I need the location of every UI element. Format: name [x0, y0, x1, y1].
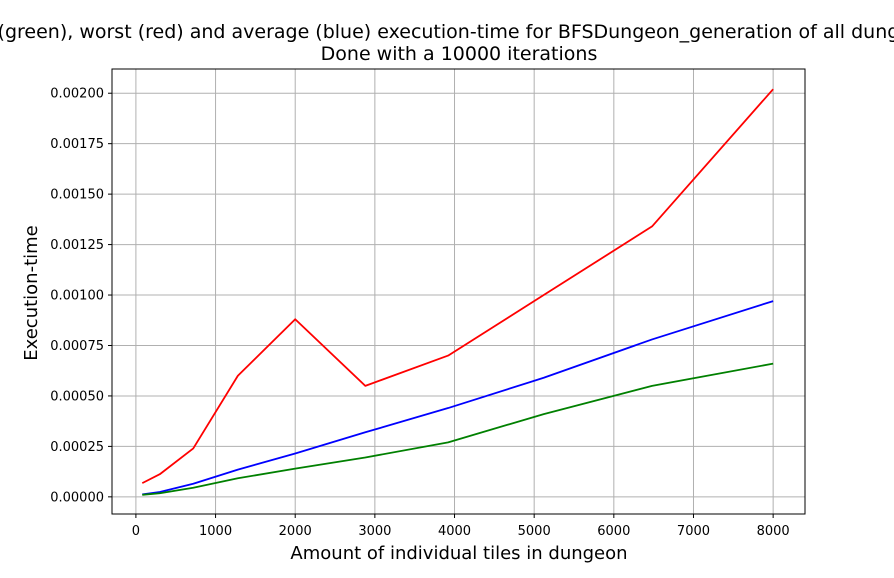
- y-tick-label: 0.00050: [50, 389, 104, 404]
- y-tick-label: 0.00100: [50, 289, 104, 304]
- y-tick-label: 0.00150: [50, 188, 104, 203]
- average-series-line: [142, 300, 774, 496]
- x-tick-label: 3000: [358, 524, 391, 539]
- x-tick-label: 0: [132, 524, 140, 539]
- x-tick-label: 6000: [597, 524, 630, 539]
- x-tick-label: 2000: [279, 524, 312, 539]
- x-tick-label: 1000: [199, 524, 232, 539]
- y-axis: 0.00000 0.00025 0.00050 0.00075 0.00100 0.001…: [50, 87, 112, 505]
- y-tick-label: 0.00025: [50, 440, 104, 455]
- x-axis: 0 1000 2000 3000 4000 5000 6000 7000 8000: [132, 514, 790, 539]
- x-tick-label: 5000: [518, 524, 551, 539]
- x-tick-label: 4000: [438, 524, 471, 539]
- chart-subtitle: Done with a 10000 iterations: [321, 43, 598, 65]
- grid: [112, 69, 805, 514]
- y-tick-label: 0.00200: [50, 87, 104, 102]
- y-tick-label: 0.00000: [50, 490, 104, 505]
- x-tick-label: 8000: [757, 524, 790, 539]
- series-lines: [141, 88, 774, 496]
- x-axis-label: Amount of individual tiles in dungeon: [290, 543, 627, 564]
- y-tick-label: 0.00075: [50, 339, 104, 354]
- plot-frame: [111, 68, 806, 515]
- y-tick-label: 0.00175: [50, 137, 104, 152]
- y-axis-label: Execution-time: [21, 225, 42, 361]
- chart-title: Best (green), worst (red) and average (b…: [0, 21, 894, 43]
- y-tick-label: 0.00125: [50, 238, 104, 253]
- worst-series-line: [141, 88, 774, 484]
- x-tick-label: 7000: [677, 524, 710, 539]
- best-series-line: [142, 362, 774, 496]
